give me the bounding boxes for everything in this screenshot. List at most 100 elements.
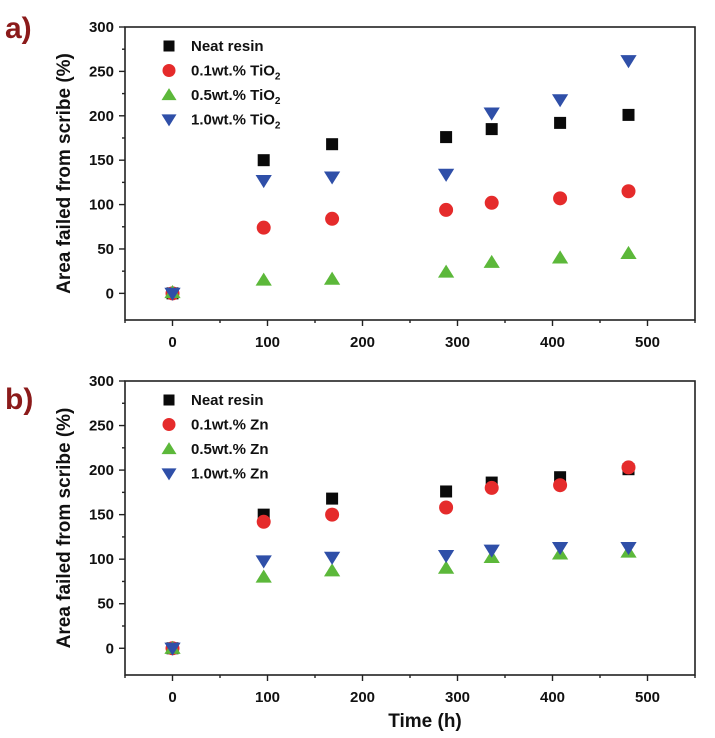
data-point — [553, 191, 568, 206]
data-point — [551, 250, 569, 264]
data-point — [437, 560, 455, 574]
series-1-0wt-tio2 — [164, 55, 637, 301]
legend-marker — [161, 442, 177, 455]
legend-label-subscript: 2 — [275, 72, 281, 83]
data-point — [326, 138, 339, 151]
y-tick-label: 250 — [89, 418, 114, 435]
data-point — [622, 108, 635, 121]
data-point — [437, 550, 455, 564]
legend-marker — [161, 114, 177, 127]
data-point — [255, 555, 272, 569]
data-point — [439, 500, 454, 515]
data-point — [620, 541, 637, 556]
data-point — [325, 211, 340, 226]
y-tick-label: 100 — [89, 197, 114, 214]
data-point — [255, 272, 272, 286]
data-point — [484, 480, 499, 495]
legend-marker — [161, 88, 177, 101]
y-tick-label: 200 — [89, 462, 114, 479]
data-point — [485, 123, 498, 136]
chart-panel-b: b) 0 50 100 150 200 250 300 0 100 200 300 400 500 Area… — [5, 373, 696, 732]
data-point — [257, 154, 270, 167]
legend-marker — [162, 418, 176, 431]
data-point — [483, 544, 500, 558]
x-tick-label: 500 — [635, 689, 660, 706]
data-point — [437, 168, 455, 182]
y-tick-label: 0 — [106, 285, 114, 302]
legend-label: 0.1wt.% Zn — [191, 417, 269, 434]
legend-label: 0.5wt.% Zn — [191, 441, 269, 458]
y-tick-label: 50 — [97, 241, 114, 258]
data-point — [553, 478, 568, 493]
x-tick-label: 100 — [255, 334, 280, 351]
data-point — [323, 551, 341, 565]
x-tick-label: 400 — [540, 689, 565, 706]
data-point — [621, 184, 636, 199]
data-point — [323, 271, 341, 285]
chart-panel-a: a) 0 50 100 150 200 250 300 0 100 200 300 400 500 Area… — [5, 12, 696, 351]
legend-label: Neat resin — [191, 392, 264, 409]
y-tick-label: 50 — [97, 596, 114, 613]
y-tick-label: 150 — [89, 507, 114, 524]
data-point — [437, 264, 455, 278]
legend-label: 1.0wt.% Zn — [191, 466, 269, 483]
legend-label: Neat resin — [191, 38, 264, 55]
y-tick-label: 300 — [89, 19, 114, 36]
panel-label: a) — [5, 12, 32, 45]
y-tick-label: 100 — [89, 551, 114, 568]
legend-label: 0.1wt.% TiO2 — [191, 63, 281, 83]
y-tick-label: 300 — [89, 373, 114, 390]
x-tick-label: 300 — [445, 689, 470, 706]
data-point — [621, 460, 636, 475]
data-point — [620, 55, 637, 69]
series-0-5wt-zn — [164, 544, 637, 654]
legend: Neat resin 0.1wt.% Zn 0.5wt.% Zn 1.0wt.% Zn — [161, 392, 269, 483]
x-tick-label: 500 — [635, 334, 660, 351]
y-tick-label: 0 — [106, 640, 114, 657]
x-tick-label: 0 — [168, 689, 176, 706]
data-point — [164, 642, 181, 656]
series-neat-resin — [166, 108, 635, 300]
data-point — [255, 174, 272, 189]
data-point — [620, 245, 637, 260]
data-point — [554, 116, 567, 129]
legend-label-subscript: 2 — [275, 121, 281, 132]
data-point — [256, 220, 271, 235]
data-point — [483, 254, 500, 268]
x-tick-label: 400 — [540, 334, 565, 351]
y-tick-label: 250 — [89, 63, 114, 80]
legend-marker — [161, 468, 177, 481]
legend-label: 1.0wt.% TiO2 — [191, 112, 281, 132]
series-1-0wt-zn — [164, 541, 637, 656]
y-tick-label: 150 — [89, 152, 114, 169]
series-0-1wt-tio2 — [165, 184, 636, 301]
x-tick-label: 200 — [350, 334, 375, 351]
legend-marker — [163, 394, 175, 406]
data-point — [326, 492, 339, 505]
data-point — [440, 131, 453, 144]
legend-label: 0.5wt.% TiO2 — [191, 87, 281, 107]
data-point — [325, 507, 340, 522]
legend-marker — [162, 64, 176, 77]
series-0-5wt-tio2 — [164, 245, 637, 299]
x-tick-label: 100 — [255, 689, 280, 706]
legend-label-subscript: 2 — [275, 96, 281, 107]
data-point — [255, 569, 272, 583]
data-point — [439, 202, 454, 217]
legend: Neat resin 0.1wt.% TiO2 0.5wt.% TiO2 1.0wt.… — [161, 38, 281, 132]
data-point — [164, 287, 181, 301]
x-axis-title: Time (h) — [388, 711, 462, 732]
data-point — [483, 107, 500, 121]
x-tick-label: 300 — [445, 334, 470, 351]
data-point — [256, 514, 271, 529]
y-tick-label: 200 — [89, 108, 114, 125]
panel-label: b) — [5, 383, 33, 416]
data-point — [551, 541, 569, 556]
x-tick-label: 0 — [168, 334, 176, 351]
data-point — [440, 485, 453, 498]
data-point — [484, 195, 499, 210]
y-axis-title: Area failed from scribe (%) — [54, 408, 75, 649]
legend-marker — [163, 40, 175, 52]
data-point — [551, 94, 569, 108]
